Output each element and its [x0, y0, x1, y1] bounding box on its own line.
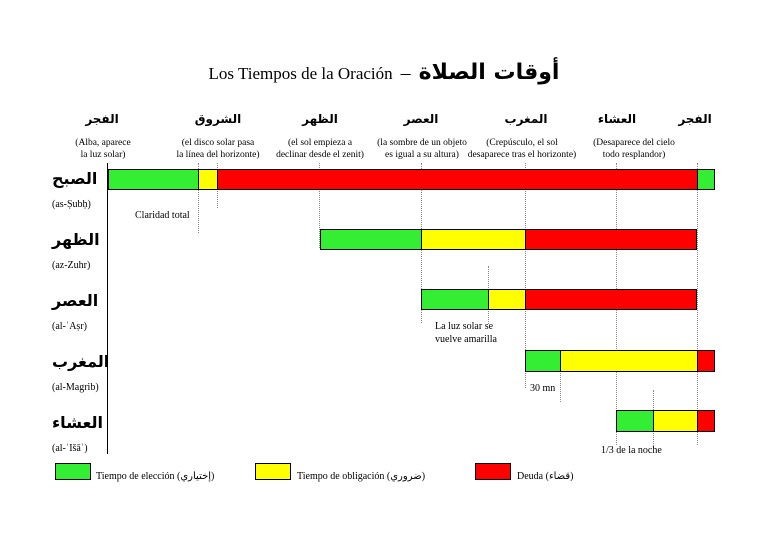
prayer-maghrib-translit: (al-Magrib) [52, 382, 99, 393]
phase-zuhr-description: (el sol empieza a declinar desde el zeni… [276, 137, 364, 161]
subh-obligation-segment [198, 169, 218, 190]
phase-zuhr-arabic: الظهر [302, 112, 338, 126]
phase-shuruq-desc-line2: la línea del horizonte) [176, 150, 259, 160]
legend-debt-label: Deuda (قضاء) [517, 471, 573, 482]
phase-maghrib-desc-line2: desaparece tras el horizonte) [468, 150, 576, 160]
phase-fajr-desc-line1: (Alba, aparece [75, 138, 130, 148]
zuhr-debt-segment [525, 229, 697, 250]
phase-fajr-next-arabic: الفجر [678, 112, 711, 126]
note-yellow-light: La luz solar se vuelve amarilla [435, 320, 497, 346]
vertical-axis [107, 163, 108, 454]
phase-maghrib-desc-line1: (Crepúsculo, el sol [486, 138, 558, 148]
prayer-asr-arabic: العصر [52, 291, 98, 310]
isha-choice-segment [616, 410, 654, 432]
prayer-zuhr-translit: (az-Zuhr) [52, 260, 90, 271]
phase-isha-description: (Desaparece del cielo todo resplandor) [593, 137, 675, 161]
phase-isha-desc-line1: (Desaparece del cielo [593, 138, 675, 148]
legend-obligation-swatch [255, 463, 291, 480]
subh-choice-segment [108, 169, 199, 190]
prayer-zuhr-arabic: الظهر [52, 230, 100, 249]
prayer-isha-arabic: العشاء [52, 413, 103, 432]
subh-debt-segment [217, 169, 698, 190]
phase-asr-arabic: العصر [404, 112, 439, 126]
note-yellow-light-line1: La luz solar se [435, 321, 493, 332]
prayer-isha-translit: (al-ʿIšāʾ) [52, 443, 88, 454]
zuhr-obligation-segment [421, 229, 526, 250]
legend-choice-swatch [55, 463, 91, 480]
note-30mn: 30 mn [530, 382, 555, 395]
title-dash: – [401, 62, 411, 84]
subh-next-choice-segment [697, 169, 715, 190]
phase-shuruq-arabic: الشروق [195, 112, 241, 126]
legend-debt-swatch [475, 463, 511, 480]
note-yellow-light-line2: vuelve amarilla [435, 334, 497, 345]
prayer-maghrib-arabic: المغرب [52, 352, 109, 371]
title-spanish: Los Tiempos de la Oración [209, 64, 393, 83]
prayer-asr-translit: (al-ʿAṣr) [52, 321, 87, 332]
phase-asr-desc-line1: (la sombre de un objeto [377, 138, 467, 148]
title-arabic: أوقات الصلاة [419, 60, 560, 85]
phase-zuhr-desc-line2: declinar desde el zenit) [276, 150, 364, 160]
phase-shuruq-description: (el disco solar pasa la línea del horizo… [176, 137, 259, 161]
prayer-subh-translit: (as-Ṣubḥ) [52, 199, 91, 210]
phase-isha-desc-line2: todo resplandor) [603, 150, 666, 160]
phase-isha-arabic: العشاء [598, 112, 636, 126]
isha-obligation-segment [653, 410, 698, 432]
phase-fajr-desc-line2: la luz solar) [81, 150, 126, 160]
asr-obligation-segment [488, 289, 526, 310]
phase-maghrib-arabic: المغرب [505, 112, 548, 126]
phase-asr-description: (la sombre de un objeto es igual a su al… [377, 137, 467, 161]
note-claridad-total: Claridad total [135, 209, 190, 222]
phase-fajr-description: (Alba, aparece la luz solar) [75, 137, 130, 161]
maghrib-debt-segment [697, 350, 715, 372]
maghrib-choice-segment [525, 350, 561, 372]
phase-zuhr-desc-line1: (el sol empieza a [288, 138, 352, 148]
note-third-of-night: 1/3 de la noche [601, 444, 662, 457]
phase-fajr-arabic: الفجر [85, 112, 118, 126]
zuhr-choice-segment [320, 229, 422, 250]
legend-obligation-label: Tiempo de obligación (ضروري) [297, 471, 425, 482]
isha-debt-segment [697, 410, 715, 432]
asr-debt-segment [525, 289, 697, 310]
legend-choice-label: Tiempo de elección (إختياري) [96, 471, 214, 482]
asr-choice-segment [421, 289, 489, 310]
guide-line-fajr-next [697, 163, 698, 445]
phase-asr-desc-line2: es igual a su altura) [385, 150, 459, 160]
prayer-subh-arabic: الصبح [52, 169, 97, 188]
phase-shuruq-desc-line1: (el disco solar pasa [182, 138, 255, 148]
maghrib-obligation-segment [560, 350, 698, 372]
diagram-title: Los Tiempos de la Oración – أوقات الصلاة [0, 60, 768, 85]
phase-maghrib-description: (Crepúsculo, el sol desaparece tras el h… [468, 137, 576, 161]
